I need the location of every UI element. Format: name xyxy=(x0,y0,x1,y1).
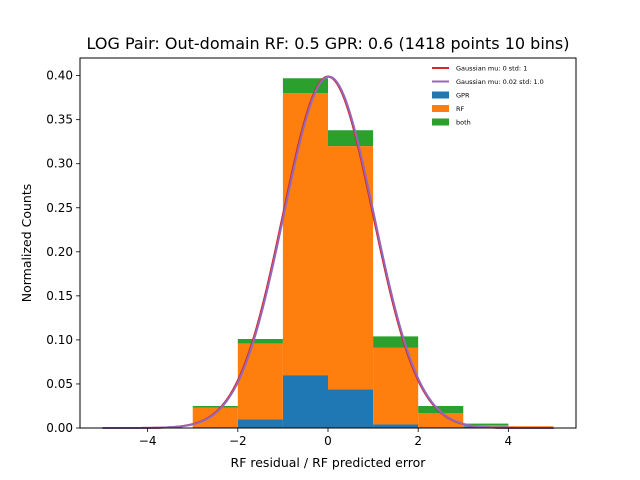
y-tick-label: 0.25 xyxy=(46,201,73,215)
legend-label: RF xyxy=(456,105,465,113)
legend: Gaussian mu: 0 std: 1 Gaussian mu: 0.02 s… xyxy=(432,65,544,127)
bar-rf-bin-5 xyxy=(328,146,374,390)
legend-label: Gaussian mu: 0.02 std: 1.0 xyxy=(456,78,544,86)
bar-rf-bin-2 xyxy=(192,407,238,428)
curves-group xyxy=(102,75,554,429)
bar-both-bin-2 xyxy=(192,405,238,408)
gaussian-curve-1 xyxy=(102,75,554,429)
bar-rf-bin-3 xyxy=(237,343,283,420)
y-tick-label: 0.30 xyxy=(46,157,73,171)
legend-label: Gaussian mu: 0 std: 1 xyxy=(456,65,527,73)
bar-both-bin-6 xyxy=(373,336,419,348)
x-tick-label: 4 xyxy=(505,434,513,448)
legend-swatch xyxy=(432,91,449,99)
bar-rf-bin-4 xyxy=(282,93,328,376)
y-tick-label: 0.20 xyxy=(46,245,73,259)
x-tick-label: −2 xyxy=(229,434,247,448)
bar-rf-bin-8 xyxy=(463,425,509,427)
y-tick-label: 0.15 xyxy=(46,289,73,303)
x-tick-label: −4 xyxy=(139,434,157,448)
legend-label: GPR xyxy=(456,92,470,100)
bars-group xyxy=(192,78,554,428)
bar-both-bin-8 xyxy=(463,423,509,426)
y-axis-label: Normalized Counts xyxy=(19,184,34,303)
x-axis-label: RF residual / RF predicted error xyxy=(231,455,427,470)
x-tick-label: 0 xyxy=(324,434,332,448)
legend-swatch xyxy=(432,105,449,112)
y-tick-label: 0.05 xyxy=(46,377,73,391)
y-tick-label: 0.40 xyxy=(46,69,73,83)
bar-gpr-bin-3 xyxy=(237,419,283,428)
legend-swatch xyxy=(432,118,449,126)
bar-both-bin-5 xyxy=(328,130,374,147)
y-tick-label: 0.00 xyxy=(46,421,73,435)
x-tick-label: 2 xyxy=(414,434,422,448)
y-tick-label: 0.35 xyxy=(46,113,73,127)
bar-gpr-bin-6 xyxy=(373,424,419,428)
x-axis: −4 −2 0 2 4 xyxy=(139,428,512,448)
chart-title: LOG Pair: Out-domain RF: 0.5 GPR: 0.6 (1… xyxy=(87,34,570,53)
bar-both-bin-3 xyxy=(237,339,283,344)
y-axis: 0.00 0.05 0.10 0.15 0.20 0.25 0.30 0.35 0.40 xyxy=(46,69,80,435)
bar-gpr-bin-4 xyxy=(282,375,328,428)
bar-rf-bin-7 xyxy=(418,413,464,428)
legend-label: both xyxy=(456,119,471,127)
bar-gpr-bin-5 xyxy=(328,389,374,428)
bar-both-bin-7 xyxy=(418,405,464,414)
y-tick-label: 0.10 xyxy=(46,333,73,347)
